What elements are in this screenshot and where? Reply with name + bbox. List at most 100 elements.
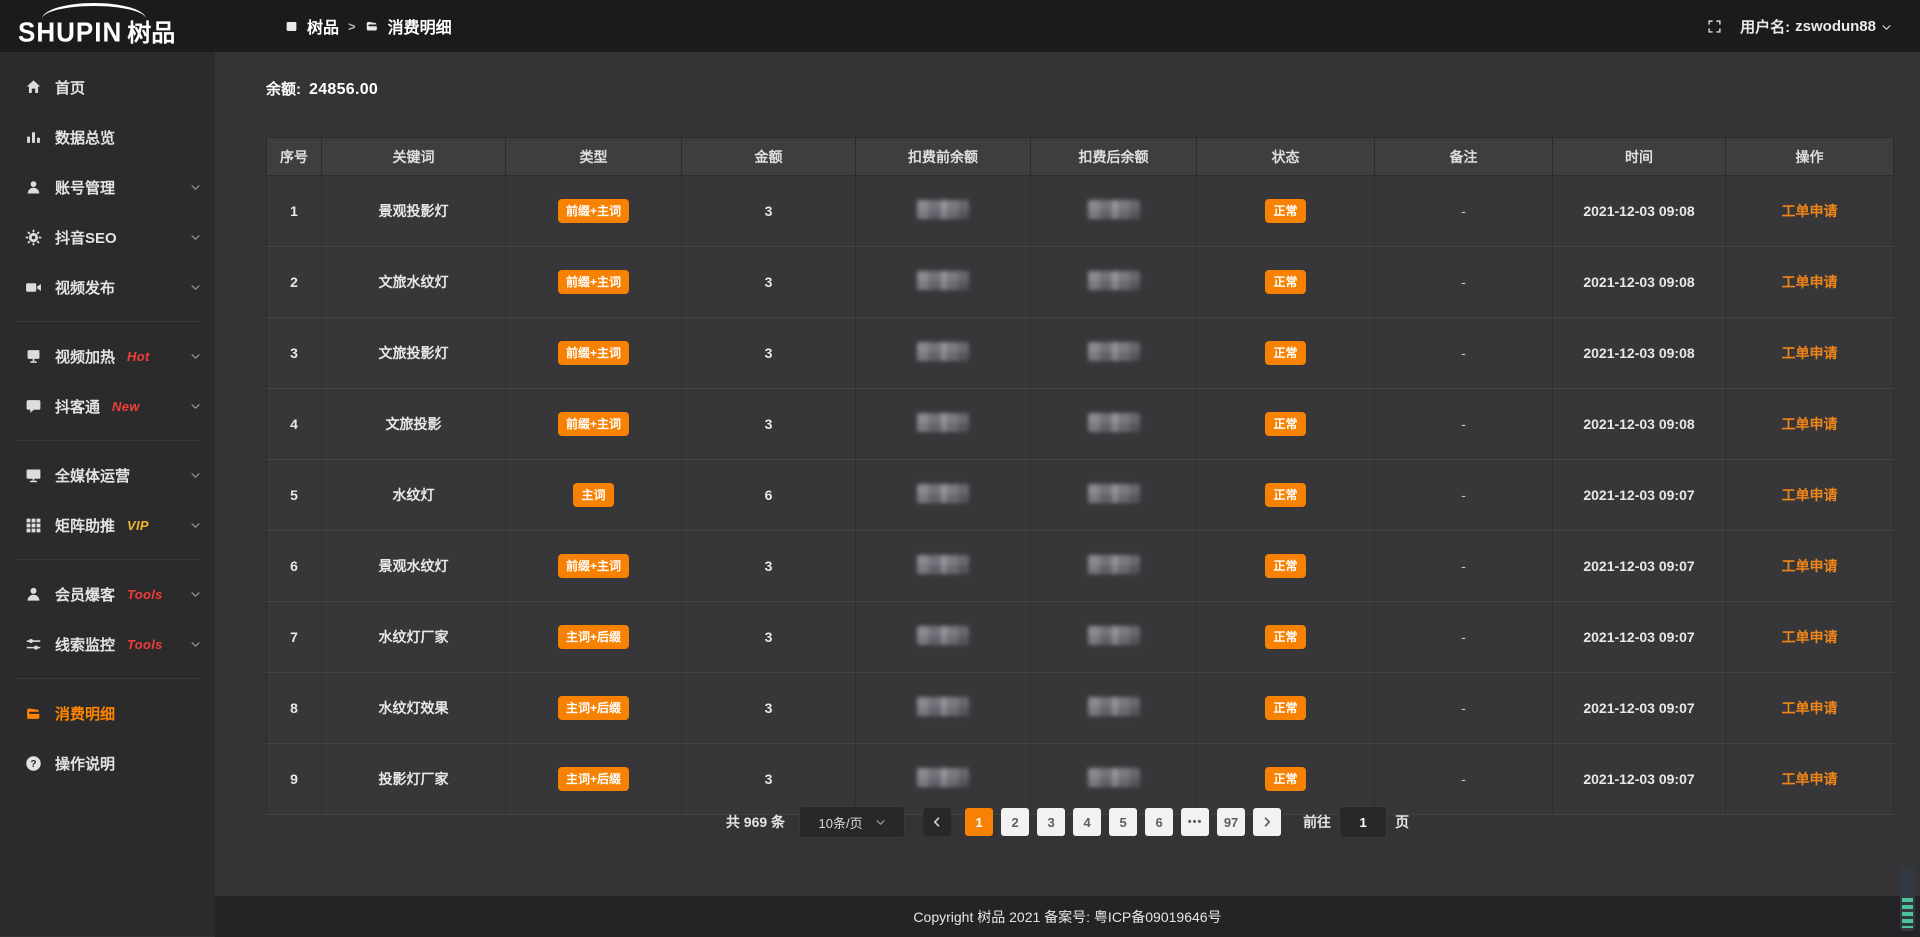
topbar: SHUPIN 树品 树品 > 消费明细 用户名: zswodun88: [0, 0, 1920, 52]
sidebar-item-label: 线索监控: [55, 636, 116, 654]
cell-balance-after: [1030, 672, 1197, 744]
sidebar-item-label: 抖音SEO: [55, 229, 117, 247]
work-order-link[interactable]: 工单申请: [1781, 558, 1838, 574]
page-button-4[interactable]: 4: [1073, 808, 1102, 836]
cell-type: 主词: [505, 459, 682, 531]
cell-action: 工单申请: [1725, 246, 1894, 318]
sidebar-divider: [14, 678, 201, 679]
sidebar-item-label: 数据总览: [55, 129, 116, 147]
page-button-1[interactable]: 1: [965, 808, 994, 836]
cell-balance-before: [855, 530, 1031, 602]
sidebar-item-home[interactable]: 首页: [0, 62, 215, 112]
sidebar-item-user[interactable]: 账号管理: [0, 162, 215, 212]
cell-index: 3: [266, 317, 322, 389]
sidebar-item-tag: Tools: [127, 636, 163, 652]
work-order-link[interactable]: 工单申请: [1781, 274, 1838, 290]
table-row: 6 景观水纹灯 前缀+主词 3 正常 -2021-12-03 09:07 工单申请: [266, 530, 1894, 602]
svg-text:?: ?: [30, 759, 36, 770]
cell-keyword: 文旅投影灯: [321, 317, 506, 389]
cell-balance-before: [855, 317, 1031, 389]
work-order-link[interactable]: 工单申请: [1781, 487, 1838, 503]
breadcrumb-current: 消费明细: [387, 20, 452, 37]
sidebar-item-grid[interactable]: 矩阵助推 VIP: [0, 500, 215, 550]
cell-time: 2021-12-03 09:08: [1552, 246, 1726, 318]
work-order-link[interactable]: 工单申请: [1781, 416, 1838, 432]
work-order-link[interactable]: 工单申请: [1781, 771, 1838, 787]
sidebar-item-chart[interactable]: 数据总览: [0, 112, 215, 162]
cell-action: 工单申请: [1725, 601, 1894, 673]
work-order-link[interactable]: 工单申请: [1781, 629, 1838, 645]
sidebar-item-member[interactable]: 会员爆客 Tools: [0, 569, 215, 619]
cell-keyword: 文旅投影: [321, 388, 506, 460]
goto-suffix: 页: [1395, 814, 1410, 830]
cell-balance-after: [1030, 743, 1197, 815]
sidebar-item-tag: New: [112, 398, 140, 414]
cell-balance-after: [1030, 530, 1197, 602]
page-size-select[interactable]: 10条/页: [799, 806, 906, 838]
floating-widget[interactable]: [1900, 867, 1915, 931]
chevron-down-icon: [190, 351, 201, 362]
cell-status: 正常: [1196, 246, 1375, 318]
user-menu[interactable]: 用户名: zswodun88: [1740, 16, 1892, 37]
status-badge: 正常: [1265, 483, 1306, 507]
sidebar-item-question[interactable]: ? 操作说明: [0, 738, 215, 788]
sidebar-item-label: 全媒体运营: [55, 467, 131, 485]
cell-remark: -: [1374, 601, 1553, 673]
table-row: 2 文旅水纹灯 前缀+主词 3 正常 -2021-12-03 09:08 工单申请: [266, 246, 1894, 318]
footer: Copyright 树品 2021 备案号: 粤ICP备09019646号: [215, 895, 1920, 937]
next-page-button[interactable]: [1253, 808, 1282, 836]
chevron-down-icon: [190, 470, 201, 481]
column-header-7: 备注: [1374, 137, 1553, 176]
page-button-6[interactable]: 6: [1145, 808, 1174, 836]
sidebar-item-chat[interactable]: 抖客通 New: [0, 381, 215, 431]
sidebar-item-sliders[interactable]: 线索监控 Tools: [0, 619, 215, 669]
sidebar-item-label: 矩阵助推: [55, 517, 116, 535]
page-button-2[interactable]: 2: [1001, 808, 1030, 836]
cell-action: 工单申请: [1725, 388, 1894, 460]
sidebar-item-wallet[interactable]: 消费明细: [0, 688, 215, 738]
type-badge: 前缀+主词: [557, 412, 629, 436]
cell-keyword: 景观投影灯: [321, 175, 506, 247]
masked-balance-after: [1087, 555, 1140, 574]
sidebar-item-gear[interactable]: 抖音SEO: [0, 212, 215, 262]
fullscreen-icon[interactable]: [1707, 19, 1722, 34]
cell-action: 工单申请: [1725, 175, 1894, 247]
video-icon: [24, 278, 42, 296]
masked-balance-before: [917, 697, 969, 716]
sidebar-item-heat[interactable]: 视频加热 Hot: [0, 331, 215, 381]
table-row: 5 水纹灯 主词 6 正常 -2021-12-03 09:07 工单申请: [266, 459, 1894, 531]
masked-balance-before: [917, 555, 969, 574]
work-order-link[interactable]: 工单申请: [1781, 345, 1838, 361]
copyright-text: Copyright 树品 2021 备案号: 粤ICP备09019646号: [913, 908, 1222, 925]
column-header-6: 状态: [1196, 137, 1375, 176]
masked-balance-after: [1087, 342, 1140, 361]
table-row: 9 投影灯厂家 主词+后缀 3 正常 -2021-12-03 09:07 工单申请: [266, 743, 1894, 815]
sidebar-item-video[interactable]: 视频发布: [0, 262, 215, 312]
cell-remark: -: [1374, 175, 1553, 247]
cell-amount: 3: [681, 175, 856, 247]
page-button-5[interactable]: 5: [1109, 808, 1138, 836]
sidebar-item-monitor[interactable]: 全媒体运营: [0, 450, 215, 500]
masked-balance-before: [917, 271, 969, 290]
sidebar-item-label: 消费明细: [55, 705, 116, 723]
sidebar-item-label: 操作说明: [55, 755, 116, 773]
page-button-3[interactable]: 3: [1037, 808, 1066, 836]
work-order-link[interactable]: 工单申请: [1781, 700, 1838, 716]
masked-balance-before: [917, 342, 969, 361]
masked-balance-before: [917, 413, 969, 432]
prev-page-button[interactable]: [923, 808, 952, 836]
chevron-down-icon: [190, 520, 201, 531]
cell-status: 正常: [1196, 459, 1375, 531]
chart-icon: [24, 128, 42, 146]
work-order-link[interactable]: 工单申请: [1781, 203, 1838, 219]
table-row: 3 文旅投影灯 前缀+主词 3 正常 -2021-12-03 09:08 工单申请: [266, 317, 1894, 389]
page-button-97[interactable]: 97: [1217, 808, 1246, 836]
cell-keyword: 投影灯厂家: [321, 743, 506, 815]
goto-page-input[interactable]: [1339, 806, 1388, 838]
cell-balance-before: [855, 459, 1031, 531]
page-ellipsis[interactable]: •••: [1181, 808, 1210, 836]
breadcrumb-home[interactable]: 树品: [307, 20, 340, 37]
monitor-icon: [24, 466, 42, 484]
cell-time: 2021-12-03 09:08: [1552, 317, 1726, 389]
cell-type: 前缀+主词: [505, 317, 682, 389]
